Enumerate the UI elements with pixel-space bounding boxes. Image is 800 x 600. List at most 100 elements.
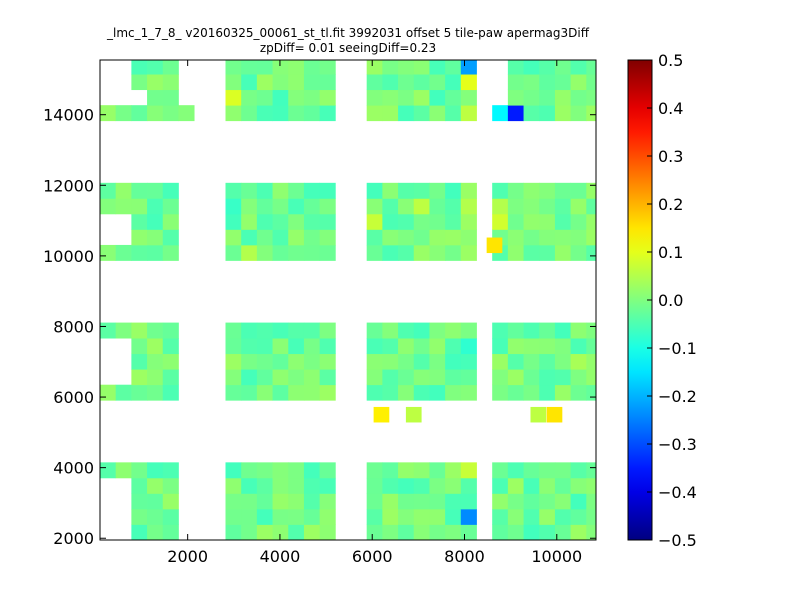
heatmap-cell — [429, 89, 446, 106]
heatmap-cell — [162, 182, 179, 199]
heatmap-cell — [147, 74, 164, 91]
heatmap-cell — [241, 198, 258, 215]
heatmap-cell — [131, 384, 148, 401]
heatmap-cell — [382, 244, 399, 261]
heatmap-cell — [413, 338, 430, 355]
heatmap-cell — [523, 477, 540, 494]
heatmap-cell — [460, 353, 477, 370]
heatmap-cell — [413, 60, 430, 75]
colorbar-tick-label: −0.5 — [658, 531, 697, 550]
heatmap-cell — [460, 244, 477, 261]
heatmap-cell — [539, 493, 556, 510]
heatmap-cell — [460, 74, 477, 91]
heatmap-cell — [539, 213, 556, 230]
heatmap-cell — [382, 89, 399, 106]
heatmap-cell — [225, 524, 242, 541]
heatmap-cell — [100, 462, 117, 479]
heatmap-cell — [539, 60, 556, 75]
heatmap-cell — [131, 60, 148, 75]
heatmap-cell — [288, 384, 305, 401]
heatmap-cell — [570, 477, 587, 494]
heatmap-cell — [398, 244, 415, 261]
heatmap-cell — [147, 353, 164, 370]
heatmap-cell — [445, 508, 462, 525]
heatmap-cell — [366, 60, 383, 75]
heatmap-cell — [507, 244, 524, 261]
heatmap-cell — [492, 213, 509, 230]
heatmap-cell — [492, 182, 509, 199]
heatmap-cell — [319, 74, 336, 91]
heatmap-cell — [147, 89, 164, 106]
heatmap-cell — [492, 384, 509, 401]
heatmap-cell — [554, 477, 572, 494]
heatmap-cell — [429, 353, 446, 370]
heatmap-cell — [507, 89, 524, 106]
heatmap-cell — [460, 229, 477, 246]
heatmap-cell — [413, 198, 430, 215]
heatmap-cell — [162, 74, 179, 91]
heatmap-cell — [586, 353, 597, 370]
heatmap-cell — [115, 198, 132, 215]
heatmap-cell — [382, 524, 399, 541]
heatmap-cell — [256, 213, 273, 230]
heatmap-cell — [272, 244, 289, 261]
heatmap-cell — [319, 384, 336, 401]
heatmap-cell — [486, 237, 503, 254]
heatmap-cell — [382, 182, 399, 199]
heatmap-cell — [398, 524, 415, 541]
heatmap-cell — [319, 60, 336, 75]
heatmap-cell — [256, 182, 273, 199]
heatmap-cell — [147, 493, 164, 510]
heatmap-cell — [523, 462, 540, 479]
chart-title: _lmc_1_7_8_ v20160325_00061_st_tl.fit 39… — [106, 26, 590, 40]
heatmap-cell — [539, 229, 556, 246]
heatmap-cell — [445, 322, 462, 339]
heatmap-cell — [570, 213, 587, 230]
heatmap-cell — [256, 244, 273, 261]
heatmap-cell — [492, 477, 509, 494]
y-tick-label: 6000 — [53, 388, 94, 407]
heatmap-cell — [366, 508, 383, 525]
heatmap-cell — [162, 105, 179, 122]
heatmap-cell — [445, 244, 462, 261]
heatmap-cell — [413, 105, 430, 122]
heatmap-cell — [586, 384, 597, 401]
heatmap-cell — [256, 508, 273, 525]
heatmap-cell — [131, 322, 148, 339]
heatmap-cell — [131, 338, 148, 355]
heatmap-cell — [319, 477, 336, 494]
heatmap-cell — [382, 338, 399, 355]
heatmap-cell — [429, 462, 446, 479]
heatmap-cell — [366, 353, 383, 370]
heatmap-cell — [382, 198, 399, 215]
heatmap-cell — [288, 493, 305, 510]
heatmap-cell — [303, 338, 321, 355]
heatmap-cell — [445, 477, 462, 494]
y-tick-label: 14000 — [43, 106, 94, 125]
heatmap-cell — [586, 229, 597, 246]
heatmap-cell — [586, 477, 597, 494]
heatmap-cell — [288, 508, 305, 525]
heatmap-cell — [554, 508, 572, 525]
heatmap-cell — [303, 462, 321, 479]
heatmap-cell — [570, 182, 587, 199]
heatmap-cell — [147, 477, 164, 494]
heatmap-cell — [429, 60, 446, 75]
heatmap-cell — [319, 462, 336, 479]
heatmap-cell — [131, 74, 148, 91]
heatmap-cell — [507, 369, 524, 386]
heatmap-cell — [288, 74, 305, 91]
heatmap-cell — [366, 338, 383, 355]
heatmap-cell — [586, 74, 597, 91]
heatmap-cell — [523, 244, 540, 261]
heatmap-cell — [241, 493, 258, 510]
heatmap-cell — [241, 74, 258, 91]
heatmap-cell — [256, 338, 273, 355]
heatmap-cell — [162, 322, 179, 339]
heatmap-cell — [586, 369, 597, 386]
colorbar-tick-label: 0.3 — [658, 147, 683, 166]
colorbar-tick-label: −0.1 — [658, 339, 697, 358]
heatmap-cell — [586, 338, 597, 355]
heatmap-cell — [241, 524, 258, 541]
heatmap-cell — [366, 493, 383, 510]
